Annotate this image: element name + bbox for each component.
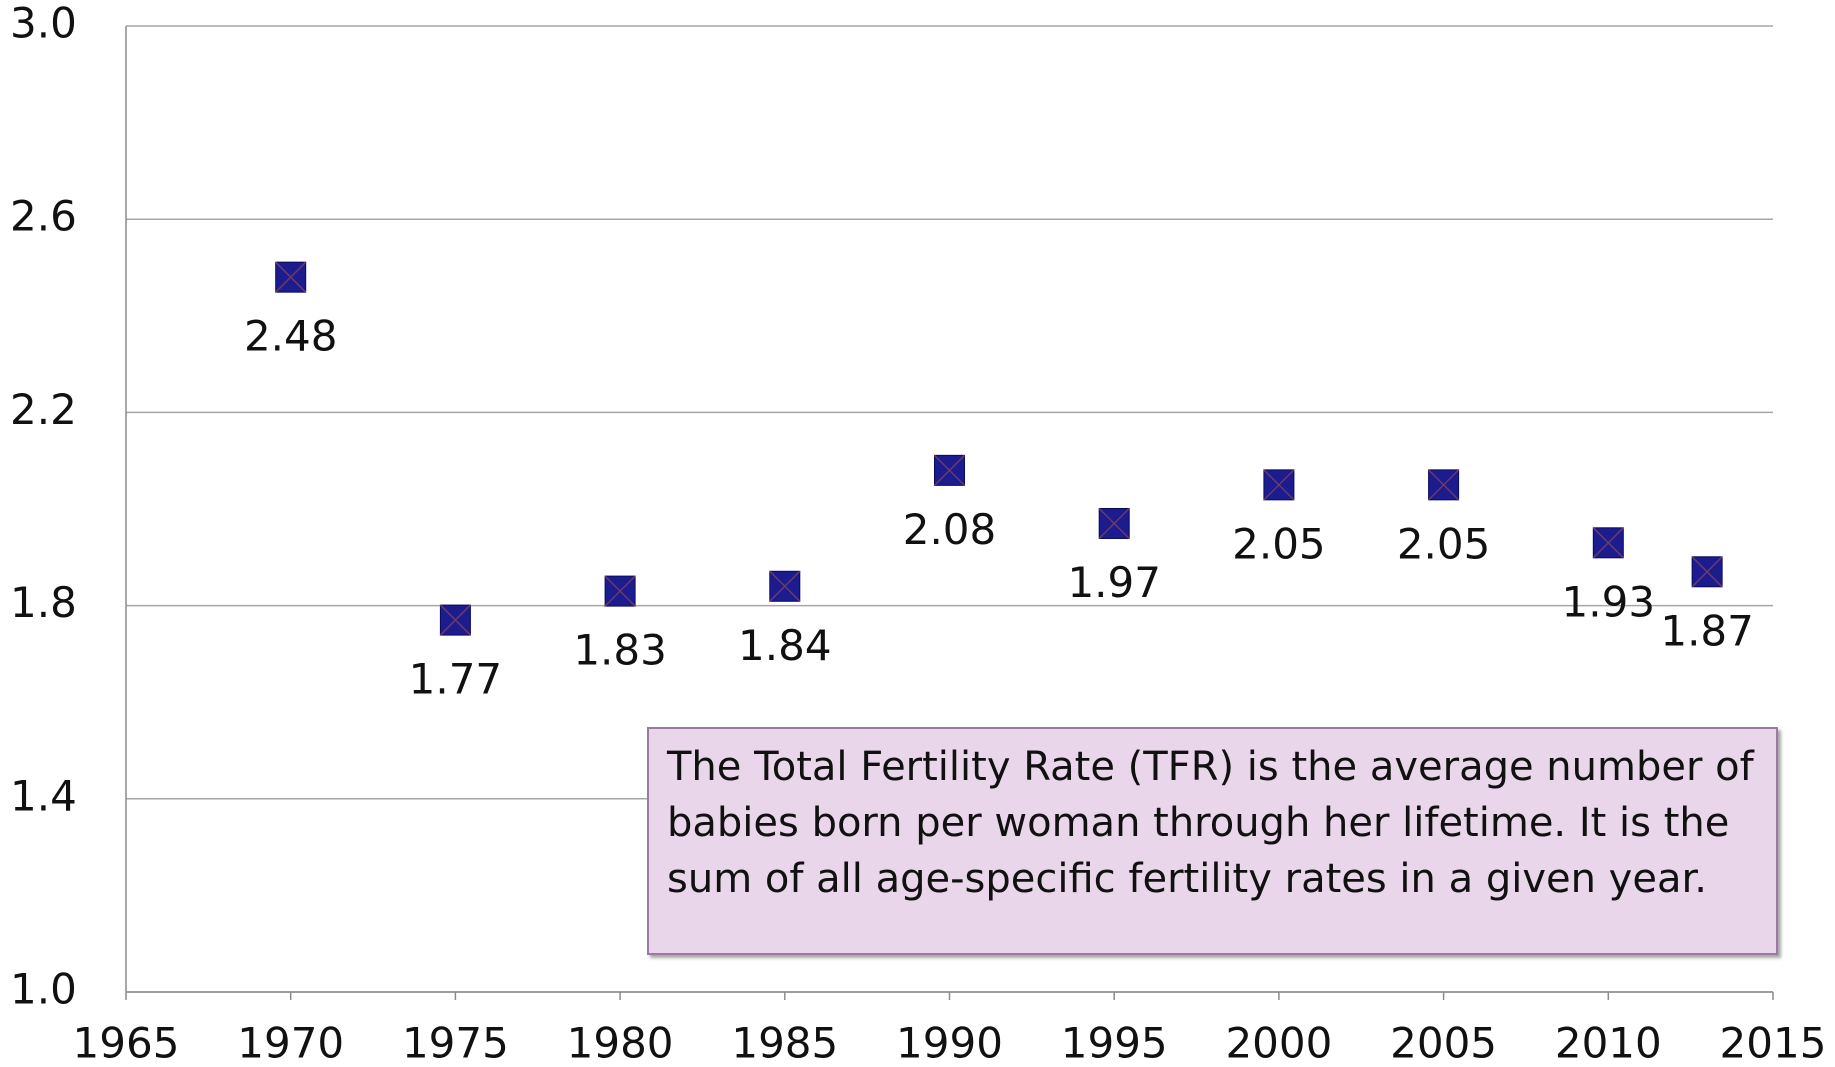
marker-cross [769,570,801,602]
marker [1691,556,1723,588]
annotation: The Total Fertility Rate (TFR) is the av… [647,727,1778,955]
marker-cross [604,575,636,607]
data-label: 2.05 [1397,519,1491,568]
data-label: 1.84 [738,621,832,670]
marker [1098,507,1130,540]
marker-cross [1098,507,1130,540]
y-tick-label: 1.0 [10,965,77,1014]
marker-cross [1263,469,1295,501]
marker-cross [1592,527,1624,559]
x-tick-label: 1965 [73,1019,180,1067]
marker-cross [439,604,471,636]
marker [275,261,307,293]
y-tick-label: 3.0 [10,0,77,48]
x-tick-label: 1970 [237,1019,344,1067]
data-label: 1.97 [1067,558,1161,607]
marker [933,454,966,486]
y-tick-label: 1.8 [10,578,77,627]
marker-cross [933,454,966,486]
marker [604,575,636,607]
x-tick-label: 1985 [731,1019,838,1067]
x-tick-label: 1975 [402,1019,509,1067]
marker-cross [1428,469,1460,501]
data-label: 1.93 [1562,577,1656,626]
x-tick-label: 1995 [1061,1019,1168,1067]
marker-cross [1691,556,1723,588]
marker [1263,469,1295,501]
x-tick-label: 2005 [1390,1019,1497,1067]
data-label: 1.83 [573,626,667,675]
data-label: 1.87 [1660,606,1754,655]
data-label: 2.08 [903,505,997,554]
x-tick-label: 2000 [1225,1019,1332,1067]
x-tick-label: 2010 [1555,1019,1662,1067]
marker [1428,469,1460,501]
y-tick-label: 2.6 [10,192,77,241]
x-tick-label: 2015 [1720,1019,1827,1067]
data-label: 1.77 [409,655,503,704]
marker [1592,527,1624,559]
marker-cross [275,261,307,293]
x-tick-label: 1980 [567,1019,674,1067]
x-tick-label: 1990 [896,1019,1003,1067]
y-tick-label: 1.4 [10,771,77,820]
y-tick-label: 2.2 [10,385,77,434]
marker [769,570,801,602]
marker [439,604,471,636]
data-label: 2.05 [1232,519,1326,568]
data-label: 2.48 [244,312,338,361]
